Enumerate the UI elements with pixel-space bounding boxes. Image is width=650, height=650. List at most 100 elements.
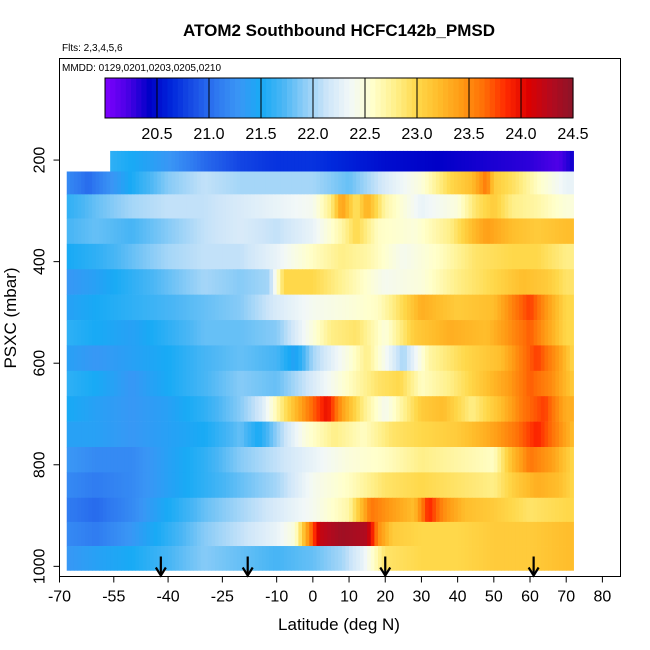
colorbar-swatch <box>318 78 324 118</box>
heatmap-cell <box>197 243 202 270</box>
heatmap-cell <box>171 521 176 547</box>
heatmap-cell <box>117 521 122 547</box>
heatmap-cell <box>175 243 180 270</box>
heatmap-cell <box>388 396 393 422</box>
heatmap-cell <box>84 472 89 499</box>
heatmap-cell <box>182 447 187 473</box>
heatmap-cell <box>421 396 426 422</box>
heatmap-cell <box>164 269 169 295</box>
heatmap-cell <box>106 345 111 372</box>
heatmap-cell <box>149 171 155 195</box>
heatmap-cell <box>258 345 263 372</box>
heatmap-cell <box>197 320 202 346</box>
heatmap-cell <box>457 472 462 499</box>
heatmap-cell <box>533 345 538 372</box>
heatmap-cell <box>294 546 299 571</box>
heatmap-cell <box>392 370 397 397</box>
heatmap-cell <box>544 447 549 473</box>
heatmap-cell <box>305 194 310 219</box>
heatmap-cell <box>385 345 390 372</box>
heatmap-cell <box>193 320 198 346</box>
heatmap-cell <box>519 150 524 172</box>
heatmap-cell <box>139 171 144 195</box>
heatmap-cell <box>406 194 412 219</box>
heatmap-cell <box>388 497 393 523</box>
heatmap-cell <box>240 150 245 172</box>
heatmap-cell <box>569 150 574 172</box>
heatmap-cell <box>218 243 223 270</box>
heatmap-cell <box>566 218 571 245</box>
heatmap-cell <box>356 521 361 547</box>
heatmap-cell <box>215 269 220 295</box>
heatmap-cell <box>153 218 158 245</box>
colorbar-swatch <box>479 78 486 118</box>
colorbar-swatch <box>453 78 460 118</box>
heatmap-cell <box>443 472 448 499</box>
heatmap-cell <box>551 294 556 321</box>
heatmap-cell <box>439 497 444 523</box>
heatmap-cell <box>157 472 162 499</box>
heatmap-cell <box>305 447 310 473</box>
heatmap-layer <box>66 194 574 219</box>
heatmap-cell <box>414 447 419 473</box>
heatmap-cell <box>207 497 213 523</box>
heatmap-cell <box>562 396 567 422</box>
heatmap-cell <box>378 150 383 172</box>
heatmap-cell <box>207 320 213 346</box>
colorbar-swatch <box>193 78 200 118</box>
heatmap-cell <box>70 194 75 219</box>
heatmap-cell <box>95 194 100 219</box>
heatmap-cell <box>182 472 187 499</box>
heatmap-layer <box>66 421 574 448</box>
heatmap-cell <box>435 294 441 321</box>
heatmap-cell <box>229 320 234 346</box>
heatmap-cell <box>537 150 542 172</box>
heatmap-cell <box>298 345 303 372</box>
heatmap-cell <box>291 218 296 245</box>
heatmap-cell <box>468 243 473 270</box>
heatmap-cell <box>280 243 285 270</box>
heatmap-cell <box>443 345 448 372</box>
heatmap-cell <box>298 472 303 499</box>
heatmap-cell <box>175 294 180 321</box>
heatmap-cell <box>211 269 216 295</box>
heatmap-cell <box>493 345 498 372</box>
heatmap-cell <box>149 447 155 473</box>
heatmap-cell <box>323 150 328 172</box>
heatmap-cell <box>388 370 393 397</box>
heatmap-cell <box>359 243 365 270</box>
heatmap-cell <box>128 447 133 473</box>
heatmap-cell <box>73 396 79 422</box>
heatmap-cell <box>381 447 386 473</box>
heatmap-cell <box>421 243 426 270</box>
heatmap-cell <box>287 370 292 397</box>
heatmap-cell <box>367 294 372 321</box>
heatmap-cell <box>562 370 567 397</box>
heatmap-cell <box>555 243 560 270</box>
heatmap-cell <box>139 294 144 321</box>
heatmap-cell <box>454 421 459 448</box>
heatmap-cell <box>446 472 451 499</box>
heatmap-cell <box>501 472 506 499</box>
heatmap-cell <box>294 345 299 372</box>
heatmap-cell <box>540 447 545 473</box>
heatmap-cell <box>81 171 86 195</box>
heatmap-cell <box>417 171 422 195</box>
heatmap-cell <box>425 447 430 473</box>
heatmap-cell <box>320 218 325 245</box>
heatmap-cell <box>193 171 198 195</box>
colorbar-swatch <box>235 78 241 118</box>
heatmap-cell <box>414 194 419 219</box>
heatmap-cell <box>102 396 108 422</box>
heatmap-cell <box>168 497 173 523</box>
colorbar-swatch <box>541 78 548 118</box>
heatmap-cell <box>309 396 314 422</box>
heatmap-cell <box>95 171 100 195</box>
heatmap-cell <box>508 546 513 571</box>
heatmap-cell <box>225 521 231 547</box>
heatmap-cell <box>486 194 491 219</box>
colorbar-swatch <box>255 78 262 118</box>
heatmap-cell <box>392 171 397 195</box>
heatmap-cell <box>468 269 473 295</box>
colorbar-swatch <box>302 78 309 118</box>
